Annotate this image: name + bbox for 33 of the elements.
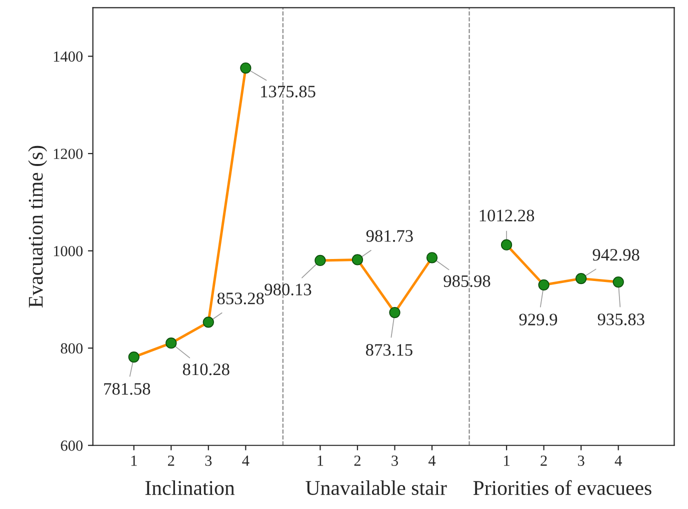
y-tick-label: 1400: [54, 51, 83, 62]
x-tick-label: 2: [354, 456, 360, 466]
data-label: 781.58: [104, 383, 150, 395]
x-tick-label: 2: [168, 456, 174, 466]
text: Priorities of evacuees: [473, 480, 652, 496]
x-tick-label: 1: [318, 456, 324, 466]
y-tick-label: 1000: [54, 246, 83, 256]
data-label: 985.98: [444, 275, 490, 288]
x-tick-label: 1: [131, 456, 137, 466]
data-label: 853.28: [217, 292, 264, 304]
x-tick-label: 4: [428, 456, 436, 466]
text: Inclination: [145, 480, 235, 496]
y-tick-label: 600: [60, 440, 83, 451]
x-tick-label: 4: [614, 456, 622, 466]
data-label: 810.28: [182, 364, 230, 376]
data-label: 929.9: [519, 314, 558, 326]
data-label: 1012.28: [480, 210, 534, 222]
y-tick-label: 800: [60, 343, 83, 354]
x-tick-label: 1: [504, 456, 510, 466]
data-label: 981.73: [366, 230, 413, 242]
y-tick-label: 1200: [54, 148, 83, 159]
data-label: 1375.85: [261, 86, 316, 98]
text: Unavailable stair: [306, 480, 447, 496]
x-tick-label: 3: [392, 456, 398, 466]
data-label: 873.15: [366, 344, 412, 356]
x-tick-label: 2: [540, 456, 547, 466]
y-axis-title: Evacuation time (s): [28, 146, 48, 308]
data-label: 942.98: [592, 248, 640, 261]
data-label: 980.13: [264, 284, 312, 296]
x-tick-label: 4: [242, 456, 250, 466]
data-label: 935.83: [598, 314, 644, 326]
x-tick-label: 3: [578, 456, 584, 466]
x-tick-label: 3: [205, 456, 212, 466]
